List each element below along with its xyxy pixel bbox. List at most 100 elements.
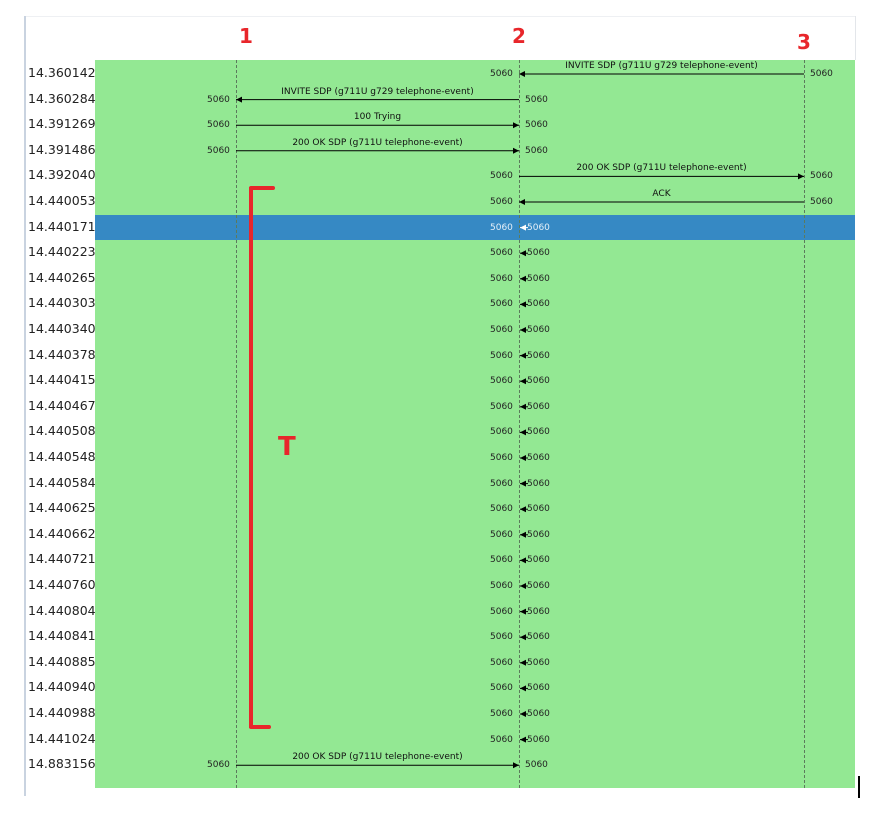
node-label-2: 2: [512, 24, 526, 48]
row-time: 14.440625: [28, 500, 96, 516]
port-label: 5060: [527, 529, 550, 540]
port-label: 5060: [490, 504, 513, 515]
row-time: 14.440171: [28, 218, 96, 234]
port-label: 5060: [490, 478, 513, 489]
port-label: 5060: [490, 683, 513, 694]
arrowhead: [513, 762, 519, 769]
port-label: 5060: [527, 299, 550, 310]
arrowhead: [520, 301, 526, 308]
row-time: 14.440988: [28, 705, 96, 720]
row-time: 14.440340: [28, 321, 96, 336]
port-label: 5060: [490, 248, 513, 259]
message-label: ACK: [652, 189, 671, 199]
port-label: 5060: [490, 401, 513, 412]
arrowhead: [520, 583, 526, 589]
row-time: 14.440467: [28, 397, 96, 413]
arrowhead: [520, 378, 526, 385]
flow-diagram-area[interactable]: [95, 60, 855, 788]
port-label: 5060: [527, 453, 550, 463]
annotation-bracket-top: [249, 186, 275, 190]
port-label: 5060: [490, 632, 513, 643]
port-label: 5060: [527, 734, 550, 745]
port-label: 5060: [490, 657, 513, 668]
port-label: 5060: [527, 350, 550, 361]
port-label: 5060: [527, 401, 550, 412]
row-time: 14.392040: [28, 167, 96, 183]
row-time: 14.440378: [28, 346, 96, 362]
port-label: 5060: [490, 376, 513, 387]
message-label: 100 Trying: [353, 112, 402, 123]
node-label-1: 1: [239, 24, 253, 48]
left-border: [24, 16, 26, 796]
port-label: 5060: [490, 453, 513, 463]
annotation-bracket: [249, 187, 253, 728]
lifeline-3: [804, 60, 805, 788]
row-time: 14.440303: [28, 295, 96, 311]
port-label: 5060: [527, 248, 550, 259]
port-label: 5060: [490, 197, 513, 207]
arrowhead: [519, 71, 525, 77]
port-label: 5060: [490, 299, 513, 310]
arrowhead: [520, 224, 526, 231]
arrowhead: [520, 250, 526, 257]
row-time: 14.440415: [28, 372, 96, 388]
row-time: 14.391269: [28, 116, 96, 132]
top-border: [26, 16, 856, 17]
row-time: 14.883156: [28, 756, 96, 772]
port-label: 5060: [527, 325, 550, 335]
arrowhead: [519, 199, 525, 205]
port-label: 5060: [490, 581, 513, 591]
message-label: 200 OK SDP (g711U telephone-event): [292, 137, 463, 148]
port-label: 5060: [490, 325, 513, 335]
port-label: 5060: [525, 760, 548, 771]
message-label: INVITE SDP (g711U g729 telephone-event): [281, 86, 474, 97]
row-time: 14.360142: [28, 65, 96, 80]
annotation-bracket-bottom: [249, 725, 271, 729]
port-label: 5060: [490, 427, 513, 438]
port-label: 5060: [527, 555, 550, 566]
port-label: 5060: [527, 683, 550, 694]
port-label: 5060: [490, 171, 513, 182]
selected-row-highlight: [95, 214, 855, 240]
arrowhead: [520, 506, 526, 513]
port-label: 5060: [490, 222, 513, 233]
row-time: 14.440584: [28, 474, 96, 490]
text-cursor: [858, 776, 860, 798]
port-label: 5060: [490, 734, 513, 745]
port-label: 5060: [490, 273, 513, 284]
port-label: 5060: [527, 709, 550, 719]
arrowhead: [520, 455, 526, 461]
row-time: 14.440548: [28, 449, 96, 464]
port-label: 5060: [810, 171, 833, 182]
row-time: 14.440940: [28, 679, 96, 695]
arrowhead: [520, 352, 526, 359]
arrowhead: [798, 173, 804, 180]
message-label: 200 OK SDP (g711U telephone-event): [292, 752, 463, 763]
port-label: 5060: [490, 555, 513, 566]
port-label: 5060: [207, 94, 230, 105]
arrowhead: [520, 429, 526, 436]
arrowhead: [520, 327, 526, 333]
port-label: 5060: [525, 120, 548, 131]
arrowhead: [520, 711, 526, 717]
row-time: 14.440721: [28, 551, 96, 567]
arrowhead: [520, 557, 526, 564]
port-label: 5060: [810, 197, 833, 207]
port-label: 5060: [527, 606, 550, 617]
annotation-label: T: [278, 432, 296, 462]
port-label: 5060: [525, 94, 548, 105]
row-time: 14.440662: [28, 525, 96, 541]
port-label: 5060: [527, 632, 550, 643]
port-label: 5060: [490, 69, 513, 79]
arrowhead: [513, 147, 519, 154]
row-time: 14.440265: [28, 269, 96, 285]
arrowhead: [520, 608, 526, 615]
message-label: 200 OK SDP (g711U telephone-event): [576, 163, 747, 174]
port-label: 5060: [527, 273, 550, 284]
port-label: 5060: [527, 478, 550, 489]
port-label: 5060: [527, 222, 550, 233]
arrowhead: [520, 531, 526, 538]
row-time: 14.440508: [28, 423, 96, 439]
arrowhead: [520, 736, 526, 743]
